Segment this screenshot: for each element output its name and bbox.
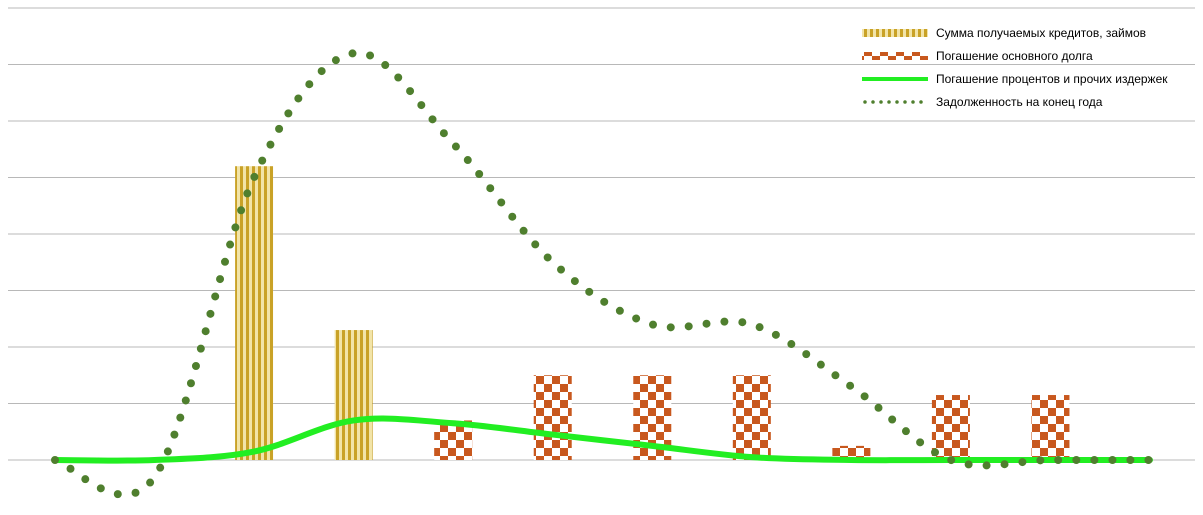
legend: Сумма получаемых кредитов, займов Погашен… [862,26,1168,109]
legend-item: Погашение основного долга [862,49,1093,63]
bar-2-9 [832,445,871,460]
legend-swatch [862,29,928,37]
bar-2-8 [732,375,771,460]
gridlines [8,7,1195,461]
legend-item: Погашение процентов и прочих издержек [862,72,1168,86]
line-series-4 [51,49,1154,499]
bar-1-3 [235,166,274,460]
legend-label: Сумма получаемых кредитов, займов [936,26,1146,40]
bar-2-10 [931,395,970,460]
legend-label: Погашение основного долга [936,49,1093,63]
legend-label: Задолженность на конец года [936,95,1103,109]
line-series-3 [52,415,1153,464]
bar-2-6 [533,375,572,460]
legend-item: Задолженность на конец года [863,95,1103,109]
legend-swatch [862,52,928,60]
legend-item: Сумма получаемых кредитов, займов [862,26,1146,40]
bar-1-4 [334,330,373,460]
line-series [51,49,1154,499]
legend-label: Погашение процентов и прочих издержек [936,72,1168,86]
bar-2-11 [1031,395,1070,460]
bar-series [235,166,1070,460]
